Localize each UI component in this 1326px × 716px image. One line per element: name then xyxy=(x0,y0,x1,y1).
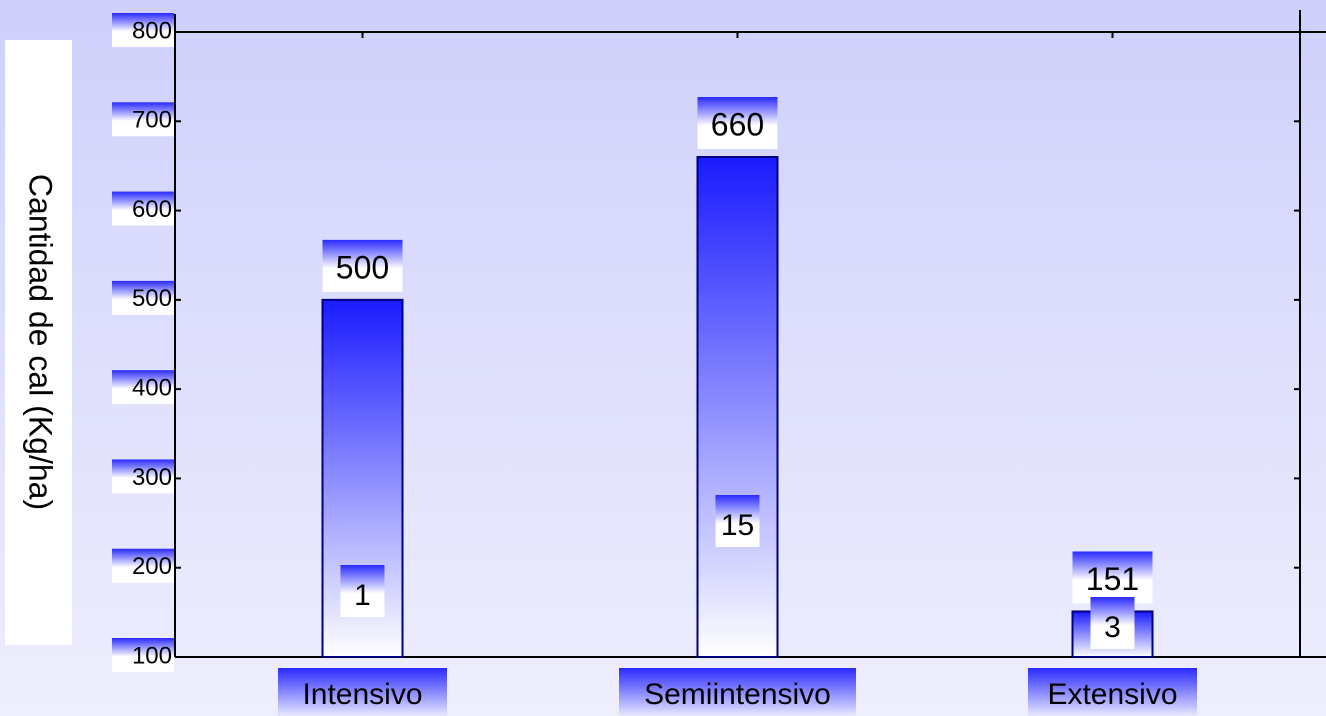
y-tick-label: 800 xyxy=(132,17,172,44)
y-tick-label-box xyxy=(112,370,174,405)
inner-label: 3 xyxy=(1104,611,1121,644)
y-tick-label-box xyxy=(112,102,174,137)
y-tick-label: 200 xyxy=(132,553,172,580)
x-tick-label-box xyxy=(278,668,447,716)
x-tick-label-box xyxy=(1028,668,1197,716)
y-tick-label-box xyxy=(112,280,174,315)
value-label-box xyxy=(1072,551,1153,604)
y-tick-label: 100 xyxy=(132,642,172,669)
y-tick-label-box xyxy=(112,191,174,226)
value-label-box xyxy=(697,97,778,149)
y-tick-label-box xyxy=(112,638,174,672)
y-axis-label: Cantidad de cal (Kg/ha) xyxy=(23,174,59,510)
bar xyxy=(696,156,779,658)
y-label-box xyxy=(5,40,72,645)
inner-label-box xyxy=(715,495,760,547)
y-tick-label-box xyxy=(112,548,174,583)
value-label: 660 xyxy=(711,106,764,142)
y-tick-label-box xyxy=(112,13,174,47)
inner-label: 15 xyxy=(721,509,754,542)
value-label: 500 xyxy=(336,249,389,285)
y-tick-label-box xyxy=(112,459,174,494)
inner-label-box xyxy=(1090,597,1135,649)
inner-label-box xyxy=(340,565,385,617)
x-tick-label: Semiintensivo xyxy=(644,678,831,711)
value-label-box xyxy=(322,239,403,292)
x-tick-label: Extensivo xyxy=(1047,678,1177,711)
x-tick-label: Intensivo xyxy=(302,678,422,711)
y-tick-label: 600 xyxy=(132,196,172,223)
y-tick-label: 400 xyxy=(132,374,172,401)
y-tick-label: 300 xyxy=(132,464,172,491)
inner-label: 1 xyxy=(354,579,371,612)
y-tick-label: 700 xyxy=(132,107,172,134)
x-tick-label-box xyxy=(619,668,856,716)
y-tick-label: 500 xyxy=(132,285,172,312)
value-label: 151 xyxy=(1086,561,1139,597)
